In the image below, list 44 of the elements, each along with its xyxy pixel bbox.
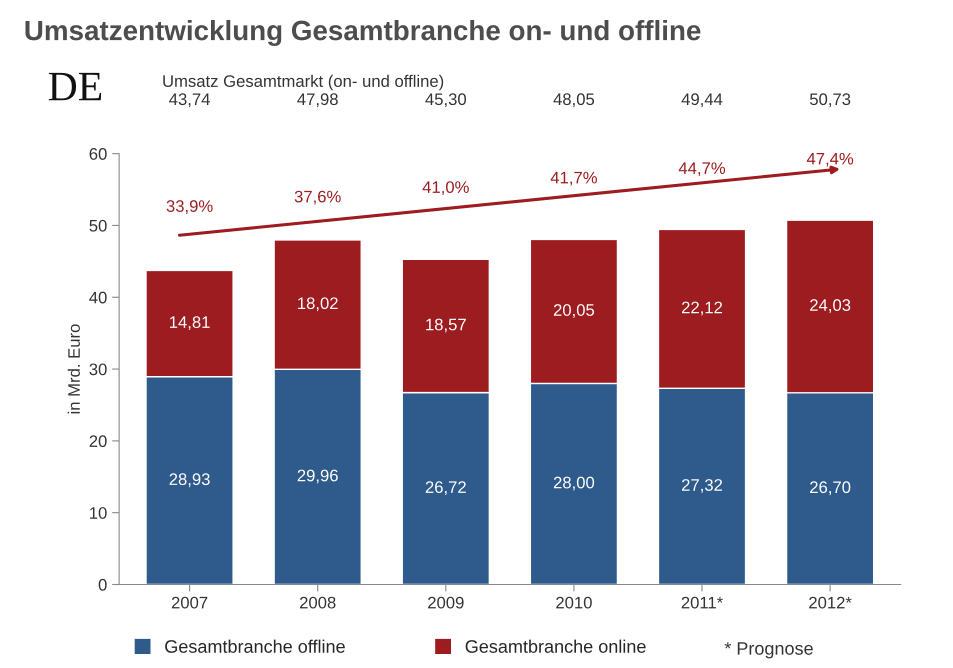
x-tick-label: 2012*: [809, 596, 852, 609]
data-label: 28,93: [170, 473, 210, 488]
y-tick-label: 20: [90, 435, 107, 448]
data-label: 28,00: [554, 476, 594, 490]
x-tick-label: 2010: [556, 596, 592, 609]
y-tick-label: 60: [90, 148, 107, 160]
text: DE: [48, 72, 102, 100]
legend-label: Gesamtbranche online: [466, 640, 646, 653]
y-tick-label: 0: [98, 578, 107, 591]
annotation: 37,6%: [294, 190, 341, 204]
text: 45,30: [425, 93, 466, 108]
y-tick-label: 50: [89, 220, 107, 232]
data-label: 24,03: [810, 299, 850, 313]
x-tick-label: 2011*: [682, 596, 723, 609]
text: 43,74: [169, 93, 210, 108]
chart-title: Umsatzentwicklung Gesamtbranche on- und offline: [25, 20, 700, 46]
text: 50,73: [810, 93, 850, 108]
text: 47,98: [297, 93, 338, 108]
data-label: 29,96: [298, 470, 338, 484]
annotation: 41,0%: [422, 181, 469, 195]
y-tick-label: 30: [89, 363, 107, 376]
annotation: 41,7%: [550, 172, 597, 186]
annotation: 44,7%: [678, 162, 726, 176]
data-label: 14,81: [170, 316, 210, 330]
annotation: 33,9%: [166, 200, 213, 214]
text: * Prognose: [724, 642, 813, 658]
text: 49,44: [682, 93, 722, 108]
y-tick-label: 10: [90, 507, 107, 519]
data-label: 27,32: [682, 479, 722, 493]
legend-label: Gesamtbranche offline: [165, 640, 345, 653]
x-tick-label: 2007: [172, 596, 208, 609]
data-label: 18,02: [298, 297, 338, 312]
data-label: 26,72: [426, 481, 466, 496]
text: 48,05: [553, 93, 594, 108]
data-label: 20,05: [554, 304, 594, 318]
text: Umsatz Gesamtmarkt (on- und offline): [163, 74, 444, 90]
x-tick-label: 2008: [300, 596, 336, 609]
data-label: 22,12: [682, 302, 722, 316]
y-axis-title: in Mrd. Euro: [68, 324, 80, 414]
annotation: 47,4%: [806, 152, 854, 167]
data-label: 26,70: [810, 481, 850, 496]
y-tick-label: 40: [89, 292, 107, 304]
data-label: 18,57: [426, 318, 466, 332]
x-tick-label: 2009: [428, 596, 464, 609]
